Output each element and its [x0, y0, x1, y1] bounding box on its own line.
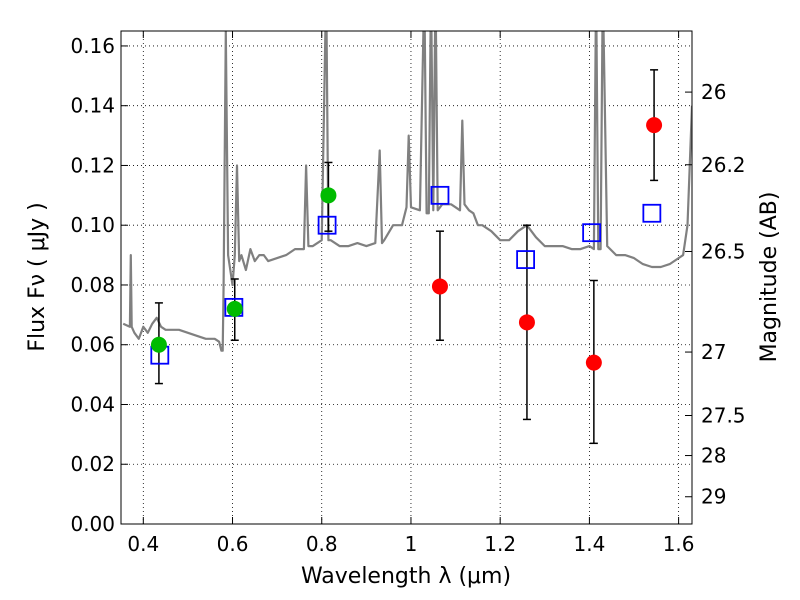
x-tick-label: 0.6 — [217, 532, 249, 556]
model-photometry-point — [430, 185, 450, 205]
y-tick-label: 0.14 — [70, 94, 115, 118]
y-tick-label: 0.08 — [70, 273, 115, 297]
mag-tick-label: 26.5 — [701, 239, 746, 263]
x-tick-label: 1.6 — [663, 532, 695, 556]
mag-tick-label: 28 — [701, 444, 726, 468]
y-tick-label: 0.04 — [70, 392, 115, 416]
mag-tick-label: 27.5 — [701, 404, 746, 428]
plot-frame — [120, 30, 693, 525]
nondetection-point — [431, 278, 448, 295]
model-photometry-point — [516, 250, 536, 269]
model-photometry-point — [582, 223, 602, 243]
y-tick-label: 0.12 — [70, 153, 115, 177]
x-axis-label: Wavelength λ (μm) — [301, 564, 511, 589]
y-tick-label: 0.00 — [70, 512, 115, 536]
detection-point — [226, 300, 243, 317]
x-tick-label: 0.4 — [127, 532, 159, 556]
y2-axis-label: Magnitude (AB) — [757, 192, 782, 363]
nondetection-point — [518, 314, 535, 331]
x-tick-label: 0.8 — [306, 532, 338, 556]
x-tick-label: 1 — [405, 532, 418, 556]
axis-tick-labels: 0.4 0.6 0.8 1 1.2 1.4 1.6 0.00 0.02 0.04 0.06 0.08 0… — [70, 34, 745, 556]
mag-tick-label: 26.2 — [701, 153, 746, 177]
x-tick-label: 1.4 — [573, 532, 605, 556]
x-tick-label: 1.2 — [484, 532, 516, 556]
nondetection-point — [585, 354, 602, 371]
y-tick-label: 0.02 — [70, 452, 115, 476]
y-tick-label: 0.06 — [70, 333, 115, 357]
data-points-layer — [150, 117, 663, 371]
nondetection-point — [646, 117, 663, 134]
model-spectrum-line — [122, 31, 692, 352]
plot-area — [121, 31, 692, 524]
mag-tick-label: 26 — [701, 80, 726, 104]
axis-ticks — [121, 31, 692, 525]
detection-point — [320, 187, 337, 204]
y-tick-label: 0.10 — [70, 213, 115, 237]
y-tick-label: 0.16 — [70, 34, 115, 58]
y-axis-label: Flux Fν ( μJy ) — [25, 202, 50, 351]
model-spectrum-layer — [122, 31, 692, 352]
mag-tick-label: 27 — [701, 340, 726, 364]
detection-point — [150, 336, 167, 353]
model-photometry-point — [317, 215, 337, 235]
model-photometry-point — [642, 203, 662, 223]
mag-tick-label: 29 — [701, 485, 726, 509]
